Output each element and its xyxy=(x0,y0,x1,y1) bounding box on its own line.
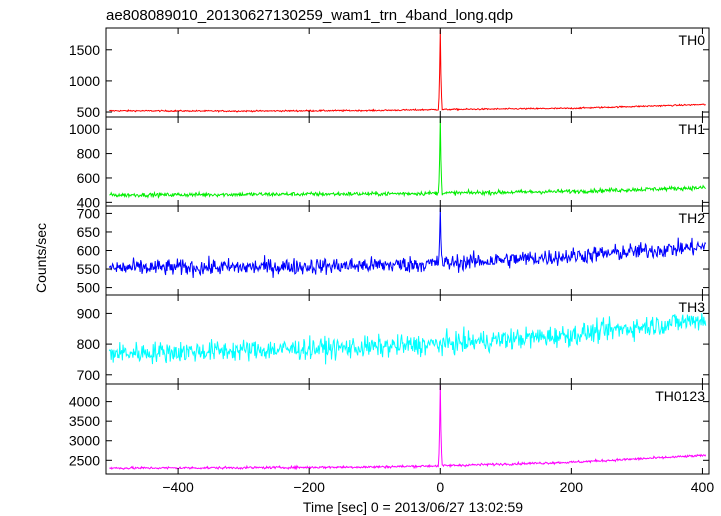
panel-th0123: 2500 3000 3500 4000 TH0123 xyxy=(69,383,710,475)
y-tick-label: 1500 xyxy=(69,42,100,58)
y-tick-label: 2500 xyxy=(69,452,100,468)
y-tick-label: 700 xyxy=(77,205,101,221)
y-tick-label: 600 xyxy=(77,243,101,259)
series-line-th1 xyxy=(109,118,706,199)
x-tick-label: −400 xyxy=(162,479,194,495)
y-tick-label: 3500 xyxy=(69,413,100,429)
y-tick-label: 600 xyxy=(77,170,101,186)
panel-label-th1: TH1 xyxy=(679,121,706,137)
y-tick-label: 1000 xyxy=(69,121,100,137)
y-tick-label: 800 xyxy=(77,146,101,162)
panel-th3: 700 800 900 TH3 xyxy=(77,294,710,385)
panel-label-th2: TH2 xyxy=(679,210,706,226)
y-tick-label: 3000 xyxy=(69,433,100,449)
series-line-th2 xyxy=(108,207,707,278)
y-tick-label: 800 xyxy=(77,336,101,352)
x-axis: −400 −200 0 200 400 xyxy=(162,479,714,495)
y-tick-label: 400 xyxy=(77,194,101,210)
x-tick-label: 0 xyxy=(436,479,444,495)
y-tick-label: 4000 xyxy=(69,394,100,410)
panel-th0: 500 1000 1500 TH0 xyxy=(69,27,710,120)
series-line-th3 xyxy=(108,313,707,365)
panel-th1: 400 600 800 1000 TH1 xyxy=(69,116,710,210)
y-tick-label: 1000 xyxy=(69,73,100,89)
series-line-th0123 xyxy=(109,385,707,471)
x-tick-label: 200 xyxy=(560,479,584,495)
y-tick-label: 650 xyxy=(77,224,101,240)
y-tick-label: 500 xyxy=(77,280,101,296)
panel-frame xyxy=(105,27,710,118)
panel-th2: 500 550 600 650 700 TH2 xyxy=(77,205,710,296)
y-tick-label: 700 xyxy=(77,367,101,383)
x-axis-label: Time [sec] 0 = 2013/06/27 13:02:59 xyxy=(303,499,523,515)
x-tick-label: 400 xyxy=(691,479,715,495)
panel-frame xyxy=(105,383,710,475)
y-tick-label: 550 xyxy=(77,261,101,277)
panel-label-th3: TH3 xyxy=(679,299,706,315)
panel-label-th0: TH0 xyxy=(679,32,706,48)
y-axis-label: Counts/sec xyxy=(33,223,49,293)
panel-label-th0123: TH0123 xyxy=(655,388,705,404)
series-line-th0 xyxy=(109,29,706,113)
y-tick-label: 500 xyxy=(77,104,101,120)
chart-title: ae808089010_20130627130259_wam1_trn_4ban… xyxy=(106,7,513,24)
y-tick-label: 900 xyxy=(77,305,101,321)
x-tick-label: −200 xyxy=(293,479,325,495)
